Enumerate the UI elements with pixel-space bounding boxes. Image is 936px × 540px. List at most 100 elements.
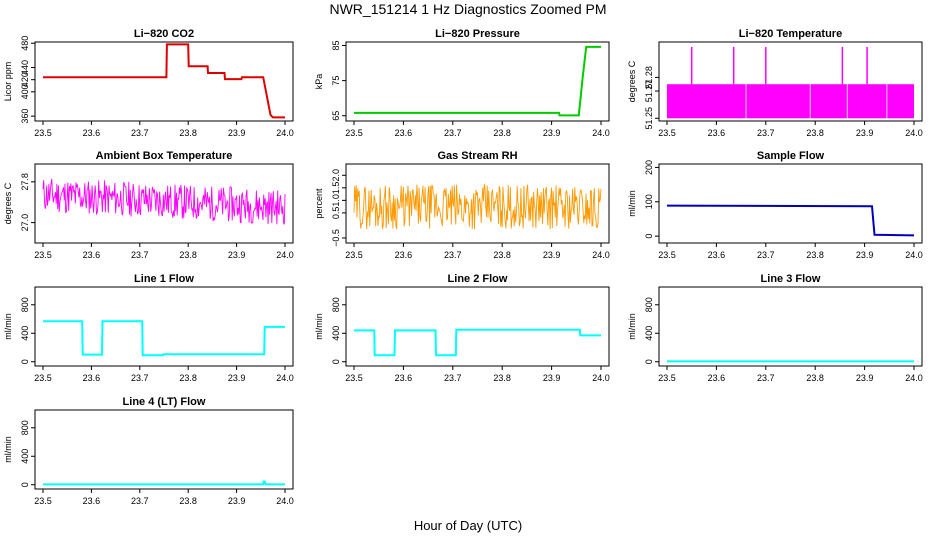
- x-tick-label: 23.7: [131, 496, 149, 506]
- x-tick-label: 23.5: [34, 128, 52, 138]
- y-tick-label: 65: [331, 111, 341, 121]
- x-tick-label: 23.6: [83, 128, 101, 138]
- x-tick-label: 24.0: [905, 250, 923, 260]
- chart-panel-1: Li−820 CO2 23.5 23.6 23.7 23.8 23.9 24.0 360 400…: [3, 28, 294, 138]
- y-tick-label: 51.28: [644, 66, 654, 89]
- y-tick-label: 85: [331, 41, 341, 51]
- x-tick-label: 24.0: [905, 373, 923, 383]
- plot-frame: [658, 286, 923, 367]
- y-tick-label: 1.0: [331, 194, 341, 207]
- x-tick-label: 23.6: [708, 250, 726, 260]
- y-tick-label: 800: [331, 297, 341, 312]
- x-tick-label: 23.9: [543, 128, 561, 138]
- x-tick-label: 24.0: [276, 373, 294, 383]
- panel-title: Line 2 Flow: [448, 273, 508, 285]
- x-tick-label: 23.8: [179, 373, 197, 383]
- x-tick-label: 23.5: [34, 373, 52, 383]
- y-axis-label: ml/min: [627, 190, 637, 217]
- y-tick-label: 800: [644, 297, 654, 312]
- x-tick-label: 23.5: [658, 128, 676, 138]
- y-tick-label: 0: [331, 359, 341, 364]
- x-tick-label: 23.7: [757, 250, 775, 260]
- plot-frame: [34, 409, 294, 490]
- x-tick-label: 23.5: [345, 373, 363, 383]
- panel-title: Line 4 (LT) Flow: [123, 396, 206, 408]
- x-tick-label: 23.8: [179, 250, 197, 260]
- y-tick-label: 440: [20, 60, 30, 75]
- x-tick-label: 23.8: [179, 496, 197, 506]
- plot-frame: [34, 163, 294, 244]
- x-tick-label: 23.5: [658, 373, 676, 383]
- y-tick-label: 0: [644, 359, 654, 364]
- x-tick-label: 23.5: [34, 496, 52, 506]
- series-line: [666, 204, 915, 237]
- y-tick-label: 400: [644, 326, 654, 341]
- y-tick-label: −0.5: [331, 229, 341, 247]
- y-axis-label: ml/min: [3, 436, 13, 463]
- series-line: [43, 320, 285, 357]
- y-tick-label: 400: [20, 449, 30, 464]
- x-tick-label: 23.9: [543, 373, 561, 383]
- x-tick-label: 23.9: [228, 373, 246, 383]
- chart-panel-8: Line 2 Flow 23.5 23.6 23.7 23.8 23.9 24.0 0 400 8…: [314, 273, 610, 383]
- y-axis-label: Licor ppm: [3, 62, 13, 102]
- series-line: [42, 178, 286, 225]
- x-tick-label: 23.8: [493, 250, 511, 260]
- y-tick-label: 400: [20, 326, 30, 341]
- x-tick-label: 23.9: [856, 128, 874, 138]
- x-tick-label: 23.6: [395, 128, 413, 138]
- x-tick-label: 23.7: [444, 128, 462, 138]
- chart-panel-5: Gas Stream RH 23.5 23.6 23.7 23.8 23.9 24.0 −0.…: [314, 150, 610, 260]
- y-tick-label: 0: [20, 482, 30, 487]
- x-tick-label: 23.7: [131, 128, 149, 138]
- series-band: [667, 84, 914, 119]
- x-tick-label: 23.9: [228, 496, 246, 506]
- x-tick-label: 23.9: [856, 250, 874, 260]
- x-tick-label: 23.8: [806, 250, 824, 260]
- x-tick-label: 23.6: [395, 373, 413, 383]
- chart-panel-2: Li−820 Pressure 23.5 23.6 23.7 23.8 23.9 24.0 6…: [314, 28, 610, 138]
- chart-panel-10: Line 4 (LT) Flow 23.5 23.6 23.7 23.8 23.9 24.0…: [3, 396, 294, 506]
- y-tick-label: 800: [20, 297, 30, 312]
- plot-frame: [345, 163, 610, 244]
- y-tick-label: 27.8: [20, 173, 30, 191]
- x-axis-label: Hour of Day (UTC): [413, 518, 523, 533]
- x-tick-label: 24.0: [276, 496, 294, 506]
- x-tick-label: 23.5: [345, 128, 363, 138]
- panel-title: Li−820 CO2: [134, 28, 194, 40]
- chart-panel-6: Sample Flow 23.5 23.6 23.7 23.8 23.9 24.0 0 100 2…: [627, 150, 923, 260]
- x-tick-label: 23.8: [179, 128, 197, 138]
- series-line: [43, 43, 285, 119]
- series-line: [354, 328, 601, 357]
- plot-frame: [34, 286, 294, 367]
- y-tick-label: 100: [644, 194, 654, 209]
- y-tick-label: 51.27: [644, 80, 654, 103]
- plot-frame: [658, 41, 923, 122]
- x-tick-label: 24.0: [905, 128, 923, 138]
- page-title: NWR_151214 1 Hz Diagnostics Zoomed PM: [329, 1, 607, 17]
- x-tick-label: 24.0: [592, 128, 610, 138]
- chart-panel-7: Line 1 Flow 23.5 23.6 23.7 23.8 23.9 24.0 0 400 8…: [3, 273, 294, 383]
- series-line: [43, 480, 285, 486]
- panel-title: Li−820 Temperature: [739, 28, 842, 40]
- series-line: [353, 184, 602, 230]
- y-tick-label: 200: [644, 160, 654, 175]
- x-tick-label: 23.5: [34, 250, 52, 260]
- chart-panel-4: Ambient Box Temperature 23.5 23.6 23.7 23.8 2…: [3, 150, 294, 260]
- x-tick-label: 23.6: [83, 496, 101, 506]
- y-axis-label: kPa: [314, 74, 324, 90]
- series-line: [354, 45, 601, 117]
- x-tick-label: 23.7: [757, 128, 775, 138]
- panel-title: Gas Stream RH: [437, 150, 517, 162]
- x-tick-label: 23.7: [757, 373, 775, 383]
- y-tick-label: 1.5: [331, 182, 341, 195]
- x-tick-label: 23.6: [83, 373, 101, 383]
- x-tick-label: 23.7: [444, 373, 462, 383]
- chart-panel-9: Line 3 Flow 23.5 23.6 23.7 23.8 23.9 24.0 0 400 8…: [627, 273, 923, 383]
- y-tick-label: 0: [20, 359, 30, 364]
- y-tick-label: 800: [20, 420, 30, 435]
- x-tick-label: 23.8: [493, 373, 511, 383]
- y-axis-label: percent: [314, 188, 324, 219]
- x-tick-label: 23.6: [708, 373, 726, 383]
